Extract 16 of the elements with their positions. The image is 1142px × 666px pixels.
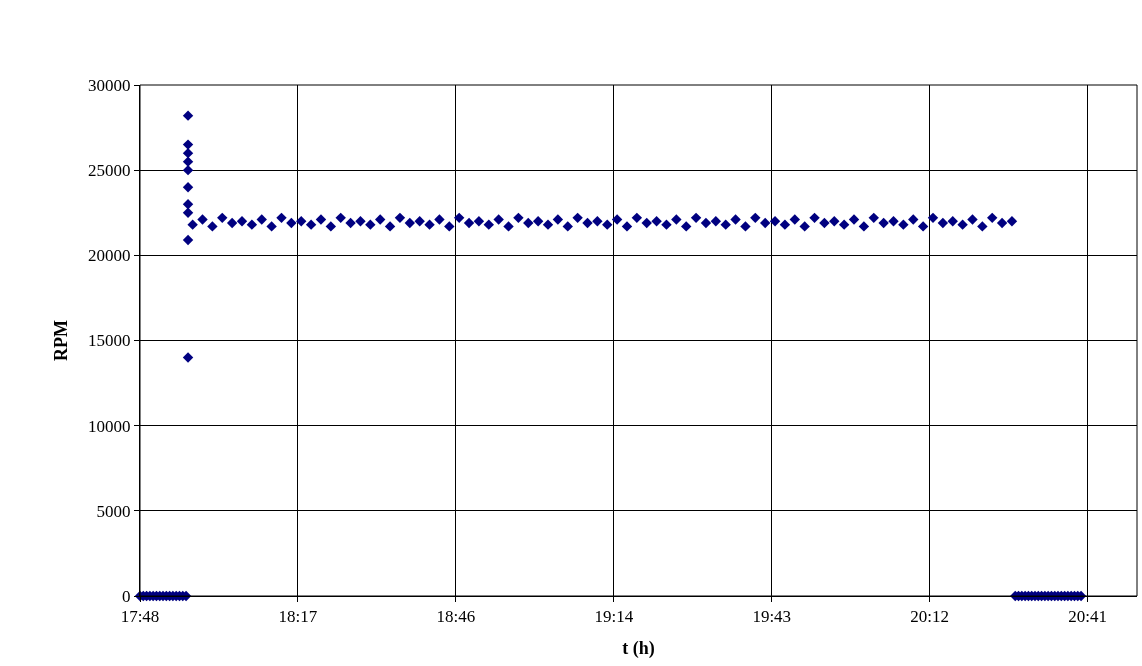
y-tick-label: 5000	[96, 501, 131, 521]
y-tick-label: 10000	[88, 416, 131, 436]
x-tick-label: 17:48	[120, 607, 160, 627]
x-tick-label: 19:14	[594, 607, 634, 627]
x-tick-label: 20:41	[1068, 607, 1108, 627]
x-axis-title: t (h)	[622, 637, 655, 659]
x-tick-label: 20:12	[910, 607, 950, 627]
y-tick-label: 25000	[88, 161, 131, 181]
y-tick-label: 0	[122, 586, 131, 606]
y-tick-label: 15000	[88, 331, 131, 351]
x-tick-label: 18:17	[278, 607, 318, 627]
y-tick-label: 30000	[88, 75, 131, 95]
x-tick-label: 19:43	[752, 607, 792, 627]
x-tick-label: 18:46	[436, 607, 476, 627]
y-tick-label: 20000	[88, 246, 131, 266]
y-axis-title: RPM	[51, 320, 72, 361]
